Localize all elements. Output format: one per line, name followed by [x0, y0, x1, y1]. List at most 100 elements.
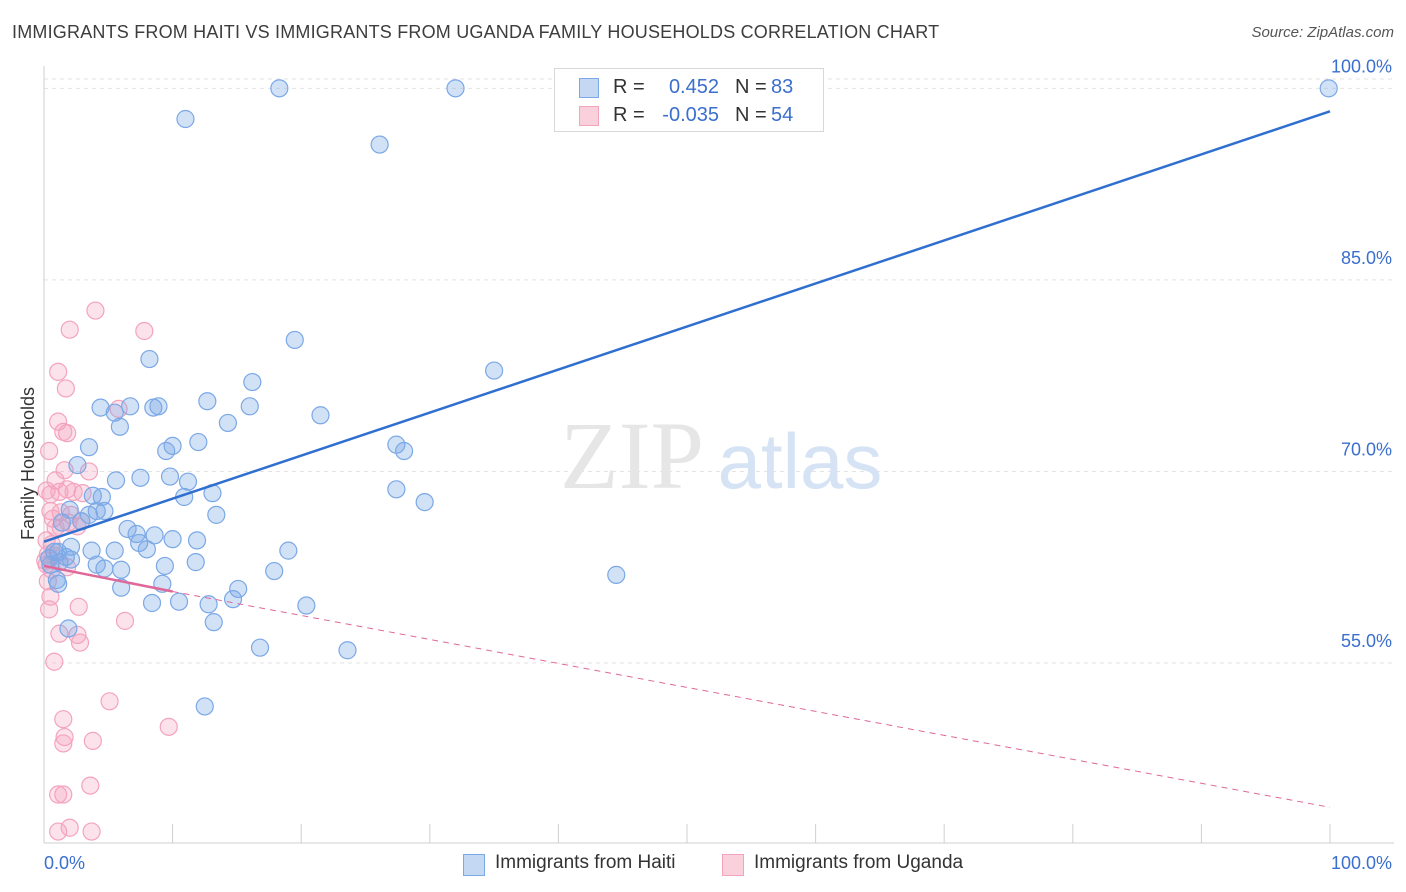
n-label: N = — [735, 76, 767, 98]
uganda-point — [49, 362, 68, 381]
haiti-point — [118, 519, 137, 539]
haiti-point — [142, 593, 162, 613]
haiti-point — [160, 467, 180, 486]
haiti-point — [105, 541, 124, 560]
y-tick-label: 85.0% — [1341, 248, 1392, 268]
haiti-point — [394, 441, 414, 461]
haiti-swatch — [579, 78, 599, 98]
uganda-point — [69, 597, 88, 616]
x-tick-label: 100.0% — [1331, 853, 1392, 873]
uganda-point — [115, 611, 135, 630]
haiti-point — [250, 638, 270, 657]
haiti-point — [92, 487, 111, 507]
haiti-point — [110, 417, 129, 436]
haiti-point — [186, 553, 205, 572]
haiti-point — [50, 553, 69, 572]
tick-labels: 55.0% 70.0% 85.0% 100.0% 0.0% 100.0% — [44, 56, 1392, 873]
y-tick-label: 100.0% — [1331, 56, 1392, 76]
uganda-point — [135, 321, 154, 341]
haiti-point — [131, 468, 150, 487]
series-legend: Immigrants from Haiti Immigrants from Ug… — [0, 852, 1406, 878]
legend-row-uganda: R = -0.035 N = 54 — [555, 102, 823, 130]
uganda-swatch — [579, 106, 599, 126]
uganda-point — [49, 822, 68, 841]
haiti-trend-line — [43, 110, 1331, 543]
chart-title: IMMIGRANTS FROM HAITI VS IMMIGRANTS FROM… — [12, 22, 940, 42]
haiti-point — [223, 590, 243, 609]
haiti-point — [243, 372, 262, 392]
haiti-point — [106, 471, 126, 490]
watermark: ZIP atlas — [560, 402, 882, 509]
haiti-legend-label: Immigrants from Haiti — [495, 852, 676, 873]
uganda-point — [54, 785, 73, 804]
haiti-point — [112, 578, 131, 597]
uganda-trend-line-dashed — [172, 590, 1331, 808]
haiti-point — [79, 438, 99, 457]
r-label: R = — [613, 104, 645, 126]
haiti-point — [155, 556, 174, 576]
haiti-point — [415, 492, 434, 512]
haiti-point — [163, 530, 182, 549]
watermark-atlas: atlas — [718, 417, 883, 505]
haiti-point — [95, 501, 114, 521]
uganda-r-value: -0.035 — [662, 104, 719, 126]
haiti-point — [140, 349, 159, 369]
haiti-point — [204, 613, 223, 632]
haiti-point — [270, 79, 289, 98]
uganda-point — [81, 776, 100, 795]
haiti-point — [49, 574, 68, 593]
haiti-point — [187, 531, 207, 550]
haiti-point — [82, 541, 101, 560]
uganda-trend-line — [43, 564, 173, 593]
y-axis-label: Family Households — [18, 386, 38, 540]
haiti-r-value: 0.452 — [668, 76, 719, 98]
haiti-point — [178, 472, 198, 491]
uganda-point — [86, 301, 105, 320]
uganda-point — [79, 462, 99, 481]
x-tick-label: 0.0% — [44, 853, 85, 873]
haiti-point — [95, 559, 114, 578]
axes — [43, 66, 1394, 844]
n-label: N = — [735, 104, 767, 126]
haiti-point — [137, 540, 156, 559]
haiti-point — [311, 406, 330, 425]
haiti-n-value: 83 — [771, 76, 794, 98]
source-label: Source: ZipAtlas.com — [1251, 24, 1394, 41]
legend-row-haiti: R = 0.452 N = 83 — [555, 74, 823, 102]
y-tick-label: 55.0% — [1341, 631, 1392, 651]
uganda-point — [100, 692, 119, 711]
watermark-zip: ZIP — [560, 402, 704, 509]
haiti-point — [446, 79, 465, 98]
haiti-point — [229, 579, 248, 599]
uganda-point — [54, 710, 73, 729]
r-label: R = — [613, 76, 645, 98]
haiti-point — [1319, 79, 1338, 98]
uganda-point — [50, 624, 69, 643]
haiti-point — [338, 641, 357, 660]
haiti-point — [199, 595, 218, 614]
uganda-point — [60, 818, 79, 837]
uganda-point — [82, 822, 101, 841]
uganda-point — [54, 734, 73, 753]
haiti-point — [285, 330, 304, 350]
uganda-point — [83, 731, 102, 750]
uganda-point — [159, 717, 178, 736]
haiti-point — [240, 397, 259, 416]
haiti-point — [485, 361, 504, 380]
y-tick-label: 70.0% — [1341, 439, 1392, 459]
uganda-point — [40, 600, 59, 619]
haiti-point — [218, 413, 237, 433]
uganda-legend-label: Immigrants from Uganda — [754, 852, 964, 873]
haiti-legend-swatch — [463, 854, 485, 876]
uganda-point — [55, 727, 74, 747]
series-uganda — [36, 301, 178, 841]
uganda-point — [58, 424, 77, 443]
uganda-point — [49, 785, 68, 804]
haiti-point — [145, 526, 164, 545]
haiti-point — [265, 561, 284, 581]
uganda-point — [56, 379, 75, 398]
uganda-point — [70, 633, 90, 652]
haiti-point — [68, 455, 87, 475]
stats-legend: R = 0.452 N = 83 R = -0.035 N = 54 — [554, 68, 824, 132]
